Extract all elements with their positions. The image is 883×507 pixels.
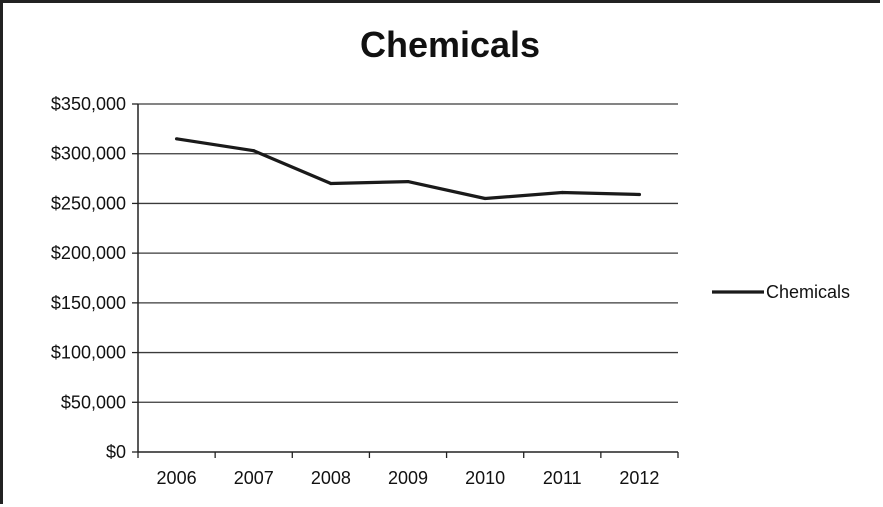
data-point [174, 137, 179, 141]
y-tick-label: $300,000 [51, 144, 126, 164]
x-tick-label: 2009 [388, 468, 428, 488]
y-tick-label: $350,000 [51, 94, 126, 114]
y-tick-label: $200,000 [51, 243, 126, 263]
data-point [637, 192, 642, 197]
y-tick-label: $0 [106, 442, 126, 462]
data-point [406, 179, 410, 184]
data-point [560, 190, 564, 195]
x-tick-label: 2006 [157, 468, 197, 488]
data-point [329, 181, 333, 186]
x-tick-label: 2010 [465, 468, 505, 488]
data-point [483, 196, 487, 201]
legend: Chemicals [712, 282, 850, 302]
x-tick-label: 2011 [543, 468, 582, 488]
gridlines [138, 103, 678, 403]
x-tick-label: 2008 [311, 468, 351, 488]
legend-label: Chemicals [766, 282, 850, 302]
series-line [176, 137, 640, 201]
chart-title: Chemicals [359, 24, 541, 65]
y-axis-ticks: $0 $50,000 $100,000 $150,000 $200,000 $250,00… [51, 94, 138, 462]
data-point [252, 149, 256, 153]
series-group [174, 137, 642, 201]
x-tick-label: 2007 [234, 468, 274, 488]
y-tick-label: $150,000 [51, 293, 126, 313]
x-axis: 2006 2007 2008 2009 2010 2011 2012 [137, 104, 679, 488]
y-tick-label: $50,000 [61, 392, 126, 412]
x-tick-label: 2012 [619, 468, 659, 488]
y-tick-label: $100,000 [51, 343, 126, 363]
y-tick-label: $250,000 [51, 193, 126, 213]
